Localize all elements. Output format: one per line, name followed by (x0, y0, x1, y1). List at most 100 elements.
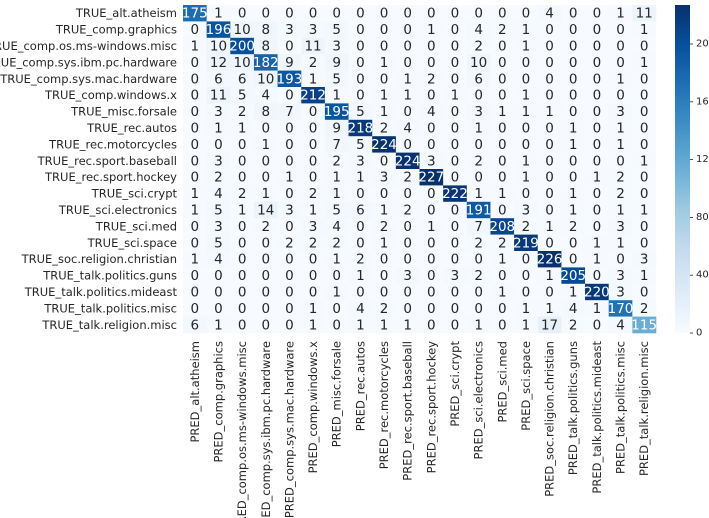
heatmap-cell (490, 136, 515, 153)
cell-value: 0 (309, 252, 318, 268)
cell-value: 0 (569, 22, 578, 38)
heatmap-cell (608, 54, 633, 71)
heatmap-cell (324, 234, 349, 252)
cell-value: 0 (356, 285, 365, 301)
cell-value: 0 (522, 137, 531, 153)
heatmap-cell (183, 119, 207, 137)
cell-value: 0 (640, 186, 649, 202)
cell-value: 0 (498, 203, 507, 219)
heatmap-cell (253, 37, 278, 55)
cell-value: 0 (403, 104, 412, 120)
cell-value: 7 (332, 137, 341, 153)
cell-value: 0 (427, 137, 436, 153)
cell-value: 0 (498, 317, 507, 333)
heatmap-cell (277, 267, 302, 285)
cell-value: 1 (616, 121, 625, 137)
cell-value: 0 (309, 137, 318, 153)
cell-value: 4 (427, 104, 436, 120)
heatmap-cell (230, 201, 255, 219)
heatmap-cell (372, 5, 397, 22)
cell-value: 1 (569, 203, 578, 219)
y-tick-label: TRUE_comp.graphics (55, 23, 177, 37)
heatmap-cell (277, 5, 302, 22)
cell-value: 0 (261, 317, 270, 333)
heatmap-cell (395, 251, 420, 268)
heatmap-cell (443, 37, 468, 55)
heatmap-cell (608, 5, 633, 22)
heatmap-cell (301, 218, 326, 235)
cell-value: 3 (451, 268, 460, 284)
heatmap-cell (632, 70, 657, 88)
cell-value: 17 (541, 317, 558, 333)
cell-value: 2 (380, 301, 389, 317)
cell-value: 0 (427, 317, 436, 333)
heatmap-cell (230, 37, 255, 55)
heatmap-cell (253, 185, 278, 203)
y-tick-label: TRUE_talk.politics.misc (43, 301, 177, 315)
cell-value: 1 (545, 301, 554, 317)
heatmap-cell (585, 267, 609, 285)
heatmap-cell (632, 87, 657, 104)
cell-value: 0 (593, 55, 602, 71)
cell-value: 195 (324, 104, 350, 120)
cell-value: 0 (640, 121, 649, 137)
heatmap-cell (466, 316, 491, 334)
cell-value: 1 (569, 285, 578, 301)
heatmap-cell (466, 201, 491, 219)
heatmap-cell (561, 234, 586, 252)
cell-value: 11 (304, 39, 321, 55)
heatmap-cell (301, 152, 326, 170)
cell-value: 0 (545, 39, 554, 55)
heatmap-cell (253, 218, 278, 235)
heatmap-cell (608, 152, 633, 170)
heatmap-cell (537, 169, 562, 186)
cell-value: 2 (640, 301, 649, 317)
heatmap-cell (490, 283, 515, 301)
heatmap-cell (301, 70, 326, 88)
heatmap-cell (230, 119, 255, 137)
cell-value: 3 (285, 203, 294, 219)
heatmap-cell (632, 152, 657, 170)
cell-value: 0 (498, 6, 507, 22)
heatmap-cell (230, 169, 255, 186)
heatmap-cell (561, 70, 586, 88)
heatmap-cell (561, 267, 586, 285)
heatmap-cell (206, 169, 231, 186)
cell-value: 0 (451, 71, 460, 87)
heatmap-cell (253, 267, 278, 285)
cell-value: 0 (640, 219, 649, 235)
heatmap-cell (561, 119, 586, 137)
cell-value: 0 (545, 22, 554, 38)
y-tick-label: TRUE_sci.crypt (91, 187, 178, 201)
cell-value: 0 (569, 88, 578, 104)
cell-value: 0 (522, 285, 531, 301)
cell-value: 1 (640, 203, 649, 219)
cell-value: 0 (522, 6, 531, 22)
heatmap-cell (206, 267, 231, 285)
cell-value: 0 (191, 153, 200, 169)
heatmap-cell (206, 119, 231, 137)
heatmap-cell (419, 37, 444, 55)
cell-value: 115 (631, 317, 657, 333)
cell-value: 0 (569, 252, 578, 268)
heatmap-cell (206, 136, 231, 153)
cell-value: 1 (356, 317, 365, 333)
cell-value: 6 (474, 71, 483, 87)
heatmap-cell (230, 234, 255, 252)
heatmap-cell (301, 87, 326, 104)
heatmap-cell (608, 103, 633, 121)
heatmap-cell (206, 185, 231, 203)
cell-value: 0 (427, 55, 436, 71)
heatmap-cell (206, 218, 231, 235)
cell-value: 182 (253, 55, 279, 71)
cell-value: 1 (356, 268, 365, 284)
cell-value: 0 (451, 203, 460, 219)
cell-value: 1 (522, 317, 531, 333)
heatmap-cell (608, 37, 633, 55)
heatmap-cell (348, 87, 373, 104)
cell-value: 0 (545, 153, 554, 169)
cell-value: 200 (229, 39, 255, 55)
cell-value: 1 (616, 6, 625, 22)
heatmap-cell (561, 185, 586, 203)
heatmap-cell (419, 300, 444, 317)
